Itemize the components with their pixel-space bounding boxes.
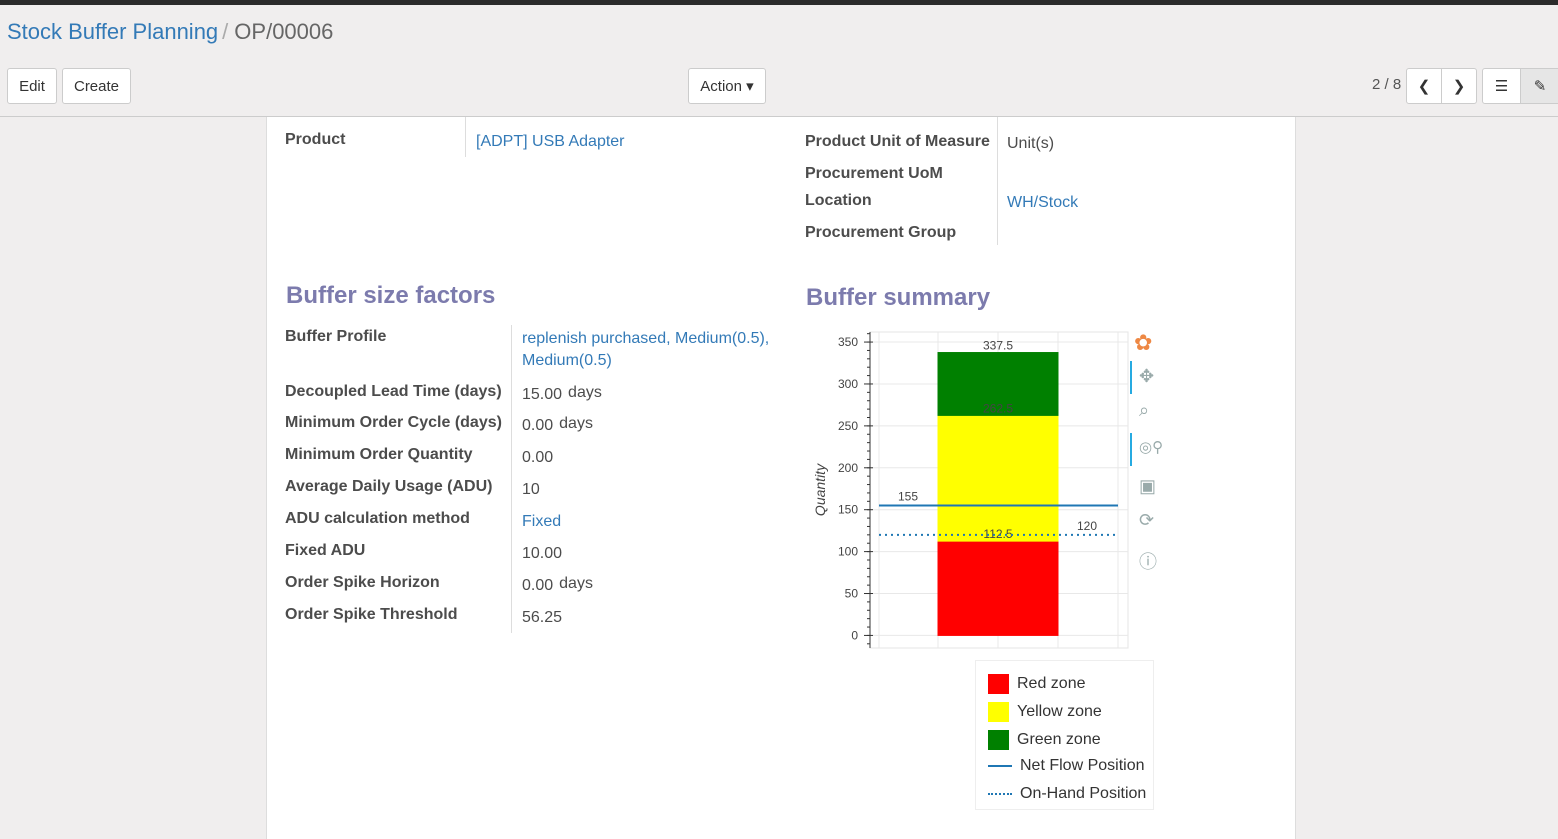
factor-label: Buffer Profile	[285, 328, 387, 345]
factor-value: 0.00 days	[522, 415, 593, 435]
breadcrumb: Stock Buffer Planning / OP/00006	[7, 19, 334, 44]
list-view-button[interactable]: ☰	[1482, 68, 1521, 104]
product-label: Product	[285, 131, 346, 148]
product-value[interactable]: [ADPT] USB Adapter	[476, 133, 625, 150]
factor-value: 0.00 days	[522, 575, 593, 595]
breadcrumb-parent[interactable]: Stock Buffer Planning	[7, 19, 219, 44]
swatch	[988, 793, 1012, 795]
line-label: 155	[898, 490, 918, 504]
value-text: Fixed	[522, 513, 562, 530]
legend-net-flow: Net Flow Position	[988, 757, 1145, 775]
factor-label: Order Spike Threshold	[285, 606, 458, 623]
value-text: 15.00	[522, 386, 563, 403]
factor-label: Minimum Order Quantity	[285, 446, 473, 463]
swatch	[988, 730, 1009, 750]
divider	[0, 116, 1558, 117]
bar-label: 262.5	[983, 401, 1013, 415]
y-tick-label: 150	[838, 503, 858, 517]
pager-value: 2 / 8	[1372, 76, 1402, 93]
bar-green-zone	[937, 352, 1059, 416]
y-tick-label: 100	[838, 545, 858, 559]
divider	[511, 325, 512, 633]
help-tool-icon[interactable]: ⓘ	[1139, 552, 1157, 572]
factor-value[interactable]: Fixed	[522, 513, 561, 531]
save-tool-icon[interactable]: ▣	[1139, 476, 1157, 496]
y-tick-label: 0	[851, 628, 858, 642]
chevron-left-icon: ❮	[1417, 78, 1431, 95]
legend-on-hand: On-Hand Position	[988, 785, 1146, 803]
factor-value: 0.00	[522, 449, 553, 467]
edit-button[interactable]: Edit	[7, 68, 57, 104]
action-dropdown[interactable]: Action ▾	[688, 68, 766, 104]
factor-label: Decoupled Lead Time (days)	[285, 383, 502, 400]
bar-yellow-zone	[937, 414, 1059, 542]
top-bar	[0, 0, 1558, 5]
value-text: 0.00	[522, 449, 554, 466]
form-view-button[interactable]: ✎	[1520, 68, 1558, 104]
factor-label: Order Spike Horizon	[285, 574, 440, 591]
bar-label: 112.5	[983, 527, 1012, 541]
bar-label: 337.5	[983, 339, 1013, 353]
swatch	[988, 674, 1009, 694]
create-button[interactable]: Create	[62, 68, 131, 104]
divider	[465, 117, 466, 157]
y-tick-label: 200	[838, 461, 858, 475]
unit-text: days	[559, 575, 593, 592]
y-tick-label: 300	[838, 377, 858, 391]
value-text: replenish purchased, Medium(0.5), Medium…	[522, 330, 770, 369]
y-tick-label: 250	[838, 419, 858, 433]
uom-value: Unit(s)	[1007, 135, 1055, 152]
factor-value: 56.25	[522, 609, 562, 627]
factor-value: 10	[522, 481, 540, 499]
value-text: 0.00	[522, 577, 554, 594]
box-zoom-tool-icon[interactable]: ⌕	[1139, 400, 1150, 420]
location-label: Location	[805, 192, 872, 209]
factor-label: Minimum Order Cycle (days)	[285, 414, 502, 431]
legend-green-zone: Green zone	[988, 730, 1101, 750]
uom-label: Product Unit of Measure	[805, 133, 990, 150]
bar-red-zone	[937, 540, 1059, 636]
bokeh-logo-icon: ✿	[1134, 330, 1153, 355]
line-label: 120	[1077, 519, 1097, 533]
unit-text: days	[568, 384, 602, 401]
chevron-right-icon: ❯	[1452, 78, 1466, 95]
factor-label: Fixed ADU	[285, 542, 366, 559]
breadcrumb-current: OP/00006	[234, 19, 334, 44]
active-tool-indicator	[1130, 361, 1132, 394]
legend-yellow-zone: Yellow zone	[988, 702, 1102, 722]
edit-form-icon: ✎	[1533, 78, 1547, 95]
summary-title: Buffer summary	[806, 284, 991, 311]
swatch	[988, 765, 1012, 767]
swatch	[988, 702, 1009, 722]
value-text: 10.00	[522, 545, 563, 562]
factor-label: Average Daily Usage (ADU)	[285, 478, 493, 495]
procurement-group-label: Procurement Group	[805, 224, 957, 241]
y-axis-label: Quantity	[812, 463, 828, 516]
buffer-chart: 0 50 100 150 200 250 300 350 Quantity 112.5 262.5 3…	[812, 331, 1129, 649]
active-tool-indicator	[1130, 433, 1132, 466]
divider	[997, 117, 998, 245]
next-record-button[interactable]: ❯	[1441, 68, 1477, 104]
factor-label: ADU calculation method	[285, 510, 470, 527]
value-text: 0.00	[522, 417, 554, 434]
list-icon: ☰	[1494, 78, 1509, 95]
factor-value[interactable]: replenish purchased, Medium(0.5), Medium…	[522, 328, 782, 372]
unit-text: days	[559, 415, 593, 432]
reset-tool-icon[interactable]: ⟳	[1139, 510, 1155, 530]
value-text: 10	[522, 481, 540, 498]
legend-red-zone: Red zone	[988, 674, 1086, 694]
previous-record-button[interactable]: ❮	[1406, 68, 1442, 104]
factor-value: 10.00	[522, 545, 562, 563]
factors-title: Buffer size factors	[286, 282, 496, 309]
factor-value: 15.00 days	[522, 384, 602, 404]
y-tick-label: 50	[845, 587, 859, 601]
y-tick-label: 350	[838, 335, 858, 349]
value-text: 56.25	[522, 609, 563, 626]
location-value[interactable]: WH/Stock	[1007, 194, 1079, 211]
pan-tool-icon[interactable]: ✥	[1139, 366, 1155, 386]
chart-legend: Red zone Yellow zone Green zone Net Flow…	[975, 660, 1154, 810]
wheel-zoom-tool-icon[interactable]: ◎⚲	[1139, 439, 1164, 456]
procurement-uom-label: Procurement UoM	[805, 165, 943, 182]
